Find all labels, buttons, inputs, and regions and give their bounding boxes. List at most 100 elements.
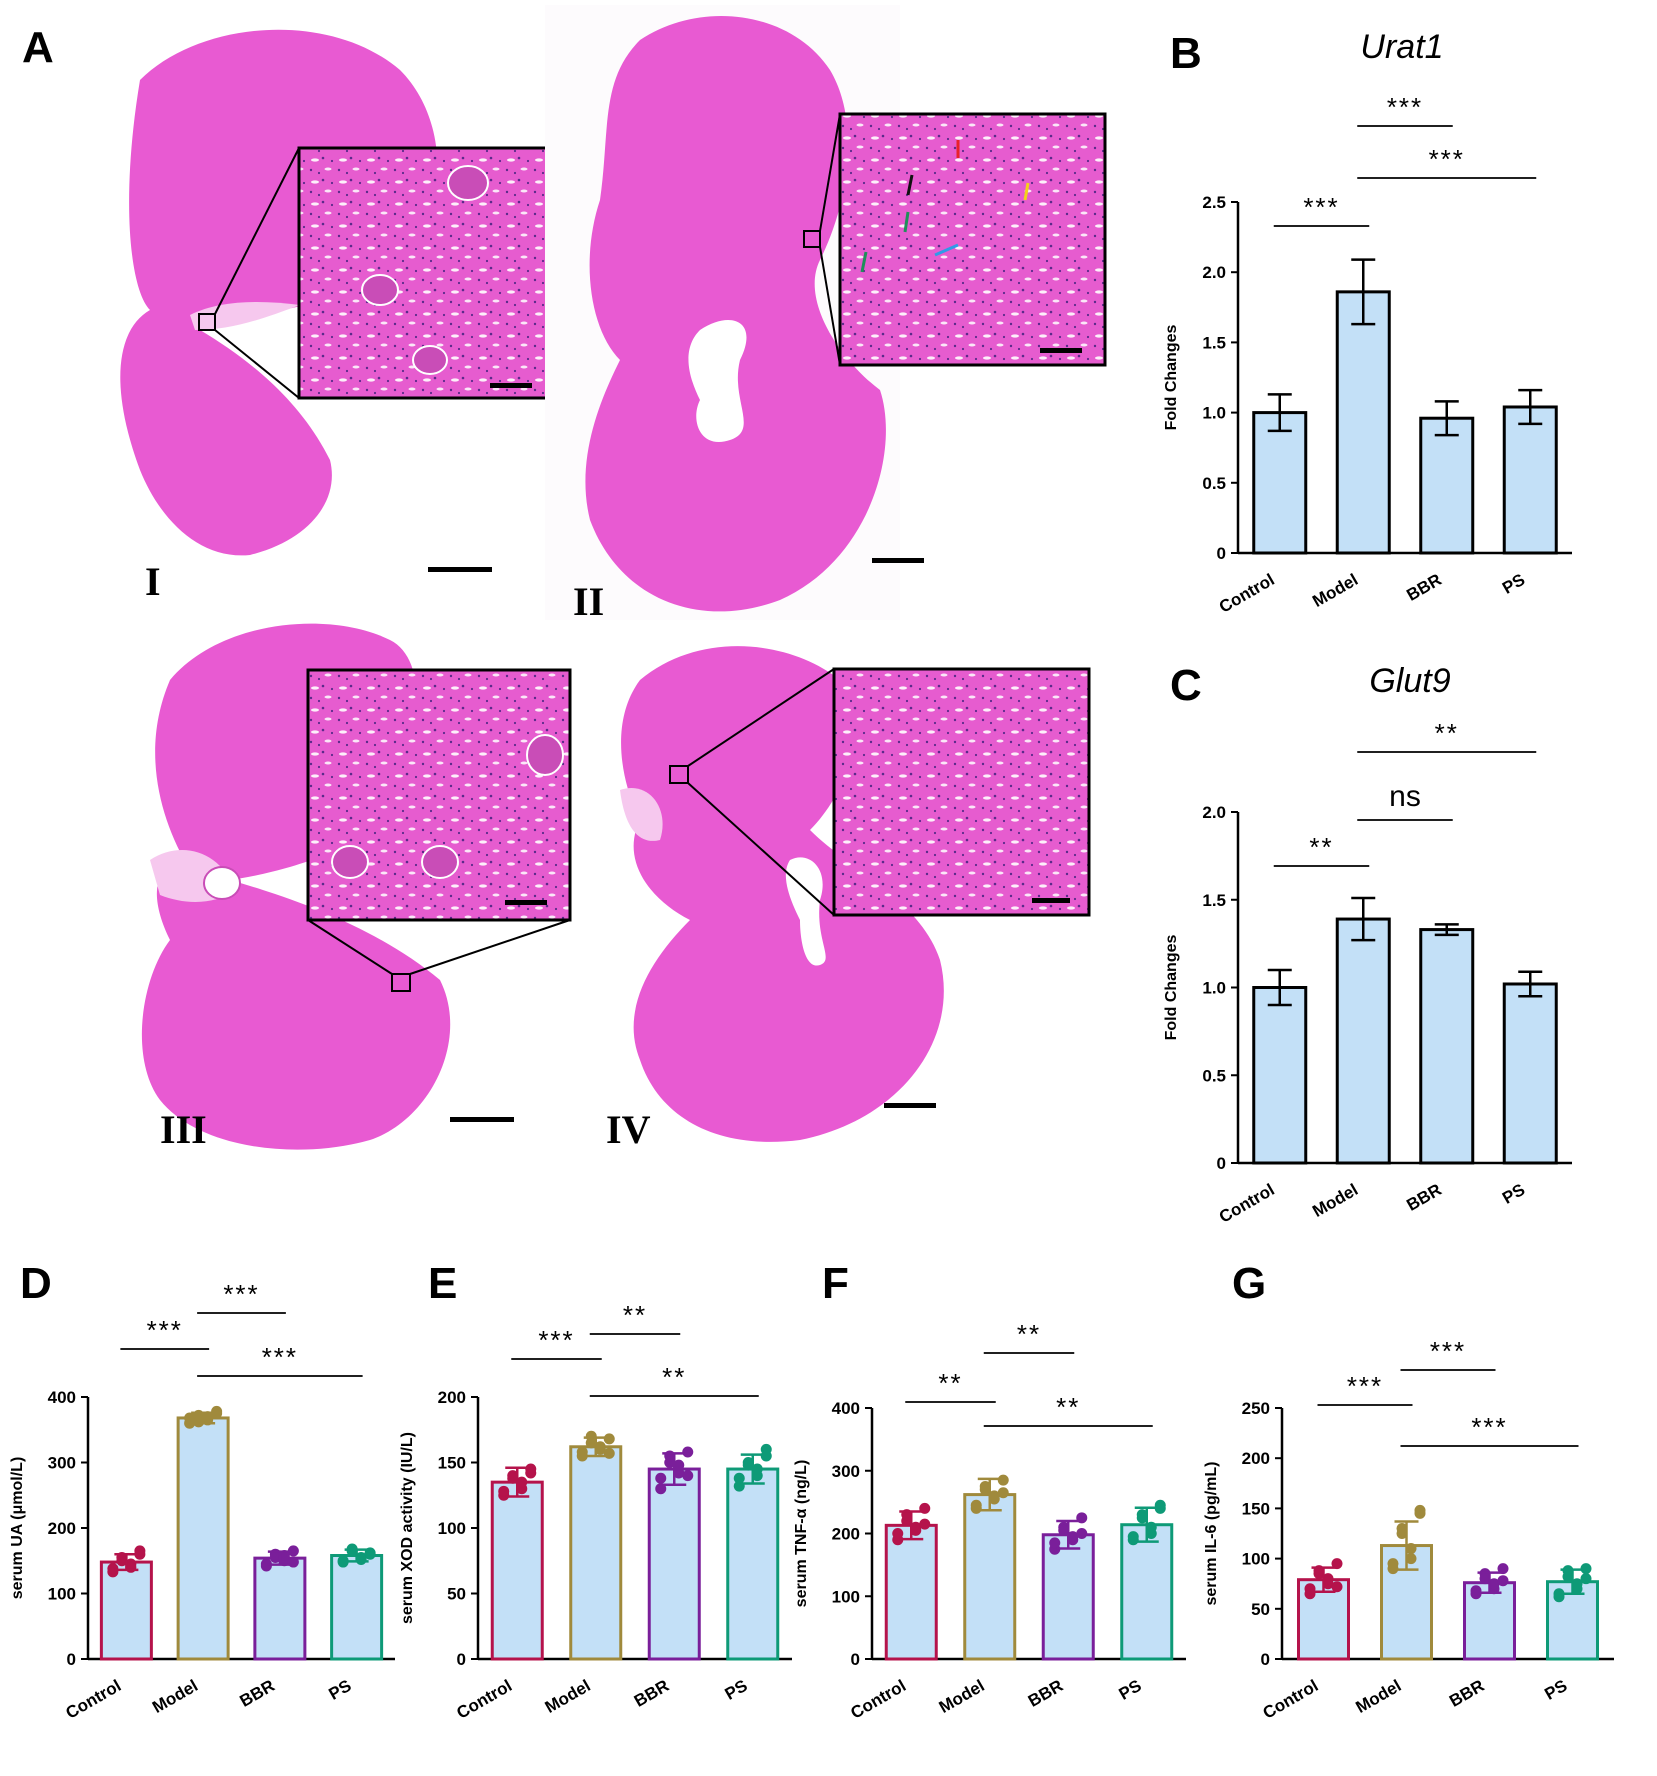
- y-tick-label: 100: [832, 1587, 860, 1606]
- inset-micrograph-2: [838, 112, 1107, 367]
- x-tick-label: PS: [722, 1676, 751, 1704]
- significance-label: ***: [1347, 1371, 1383, 1401]
- section-scale-bar: [872, 558, 924, 563]
- section-label-1: I: [145, 559, 161, 604]
- data-point: [1136, 1512, 1148, 1524]
- data-point: [682, 1470, 694, 1482]
- data-point: [1562, 1571, 1574, 1583]
- x-tick-label: Model: [542, 1676, 594, 1717]
- significance-label: ***: [262, 1342, 298, 1372]
- roi-box-3: [391, 973, 411, 992]
- x-tick-label: Control: [847, 1676, 909, 1723]
- histology-section-2: II: [545, 5, 1107, 624]
- y-tick-label: 50: [1251, 1600, 1270, 1619]
- panel-letter-a: A: [22, 23, 54, 72]
- kidney-section-4: [621, 646, 944, 1142]
- x-tick-label: BBR: [1025, 1676, 1066, 1711]
- inset-scale-bar: [1032, 898, 1070, 903]
- data-point: [516, 1476, 528, 1488]
- chart-serum-xod: 0 50 100 150 200 serum XOD activity (IU/L) Con…: [399, 1300, 792, 1723]
- y-tick-label: 0.5: [1202, 474, 1226, 493]
- chart-serum-ua: 0 100 200 300 400 serum UA (μmol/L) Control Mod…: [9, 1279, 395, 1723]
- chart-serum-tnf: 0 100 200 300 400 serum TNF-α (ng/L) Control Mo…: [793, 1319, 1186, 1723]
- data-point: [1076, 1528, 1088, 1539]
- data-point: [997, 1474, 1009, 1486]
- x-tick-label: Control: [453, 1676, 515, 1723]
- x-tick-label: PS: [1499, 570, 1528, 598]
- significance-label: ***: [1429, 144, 1465, 174]
- y-tick-label: 2.0: [1202, 803, 1226, 822]
- data-point: [1067, 1531, 1079, 1543]
- arrow-green-2: [860, 251, 868, 273]
- data-point: [260, 1558, 272, 1570]
- data-point: [1497, 1563, 1509, 1575]
- y-tick-label: 200: [832, 1525, 860, 1544]
- y-tick-label: 100: [438, 1519, 466, 1538]
- roi-box-2: [803, 230, 821, 248]
- x-tick-label: Control: [1260, 1676, 1322, 1723]
- data-point: [1387, 1558, 1399, 1570]
- data-point: [1414, 1504, 1426, 1516]
- data-point: [1049, 1537, 1061, 1549]
- data-point: [1405, 1553, 1417, 1565]
- panel-letter-b: B: [1170, 29, 1202, 78]
- data-point: [1154, 1502, 1166, 1514]
- x-tick-label: Control: [63, 1676, 125, 1723]
- data-point: [655, 1472, 667, 1484]
- data-point: [682, 1446, 694, 1458]
- x-tick-label: PS: [1116, 1676, 1145, 1704]
- data-point: [107, 1563, 119, 1575]
- kidney-hilum-4-white: [785, 857, 826, 966]
- bar-bbr: [1419, 416, 1475, 555]
- y-axis-label: serum UA (μmol/L): [9, 1457, 26, 1600]
- histology-section-1: I: [120, 29, 553, 604]
- section-label-4: IV: [606, 1107, 651, 1152]
- chart-title: Glut9: [1369, 662, 1450, 700]
- y-tick-label: 200: [438, 1388, 466, 1407]
- kidney-hilum-4: [620, 788, 663, 841]
- significance-label: ***: [538, 1325, 574, 1355]
- data-point: [1322, 1573, 1334, 1585]
- significance-label: ***: [1387, 92, 1423, 122]
- panel-letter-e: E: [428, 1259, 457, 1308]
- x-tick-label: BBR: [1403, 570, 1444, 605]
- data-point: [184, 1412, 196, 1424]
- bar-ps: [1502, 405, 1558, 555]
- x-tick-label: BBR: [1403, 1180, 1444, 1215]
- bar-ps: [1120, 1523, 1174, 1661]
- data-point: [1580, 1563, 1592, 1575]
- data-point: [1479, 1573, 1491, 1585]
- kidney-hilum-2: [688, 320, 747, 442]
- data-point: [892, 1528, 904, 1539]
- arrow-blue: [934, 243, 959, 257]
- y-tick-label: 1.5: [1202, 891, 1226, 910]
- histology-section-4: IV: [606, 646, 1091, 1152]
- bar-model: [176, 1416, 230, 1661]
- data-point: [1470, 1585, 1482, 1597]
- data-point: [760, 1450, 772, 1462]
- roi-connector-2a: [819, 113, 841, 232]
- y-axis-label: serum TNF-α (ng/L): [793, 1460, 810, 1608]
- bar-bbr: [1463, 1581, 1516, 1661]
- data-point: [751, 1463, 763, 1475]
- y-tick-label: 400: [832, 1399, 860, 1418]
- bar-ps: [1502, 982, 1558, 1165]
- y-tick-label: 0: [457, 1650, 466, 1669]
- section-scale-bar: [450, 1117, 514, 1122]
- inset-micrograph-3: [306, 668, 572, 922]
- chart-serum-il6: 0 50 100 150 200 250 serum IL-6 (pg/mL) Control…: [1203, 1336, 1614, 1723]
- x-tick-label: Model: [1309, 1180, 1361, 1221]
- data-point: [1571, 1578, 1583, 1590]
- arrow-black: [906, 174, 914, 196]
- y-tick-label: 200: [48, 1519, 76, 1538]
- arrow-yellow: [1023, 182, 1030, 201]
- x-tick-label: Control: [1216, 1180, 1278, 1227]
- y-tick-label: 1.0: [1202, 404, 1226, 423]
- data-point: [1127, 1531, 1139, 1543]
- bar-model: [1380, 1544, 1433, 1661]
- bar-model: [1335, 290, 1391, 555]
- data-point: [979, 1480, 991, 1492]
- y-axis-label: serum XOD activity (IU/L): [399, 1432, 416, 1624]
- chart-urat1: Urat1 0 0.5 1.0 1.5 2.0 2.5 Fold Changes Control…: [1163, 28, 1572, 617]
- kidney-section-2: [585, 16, 886, 612]
